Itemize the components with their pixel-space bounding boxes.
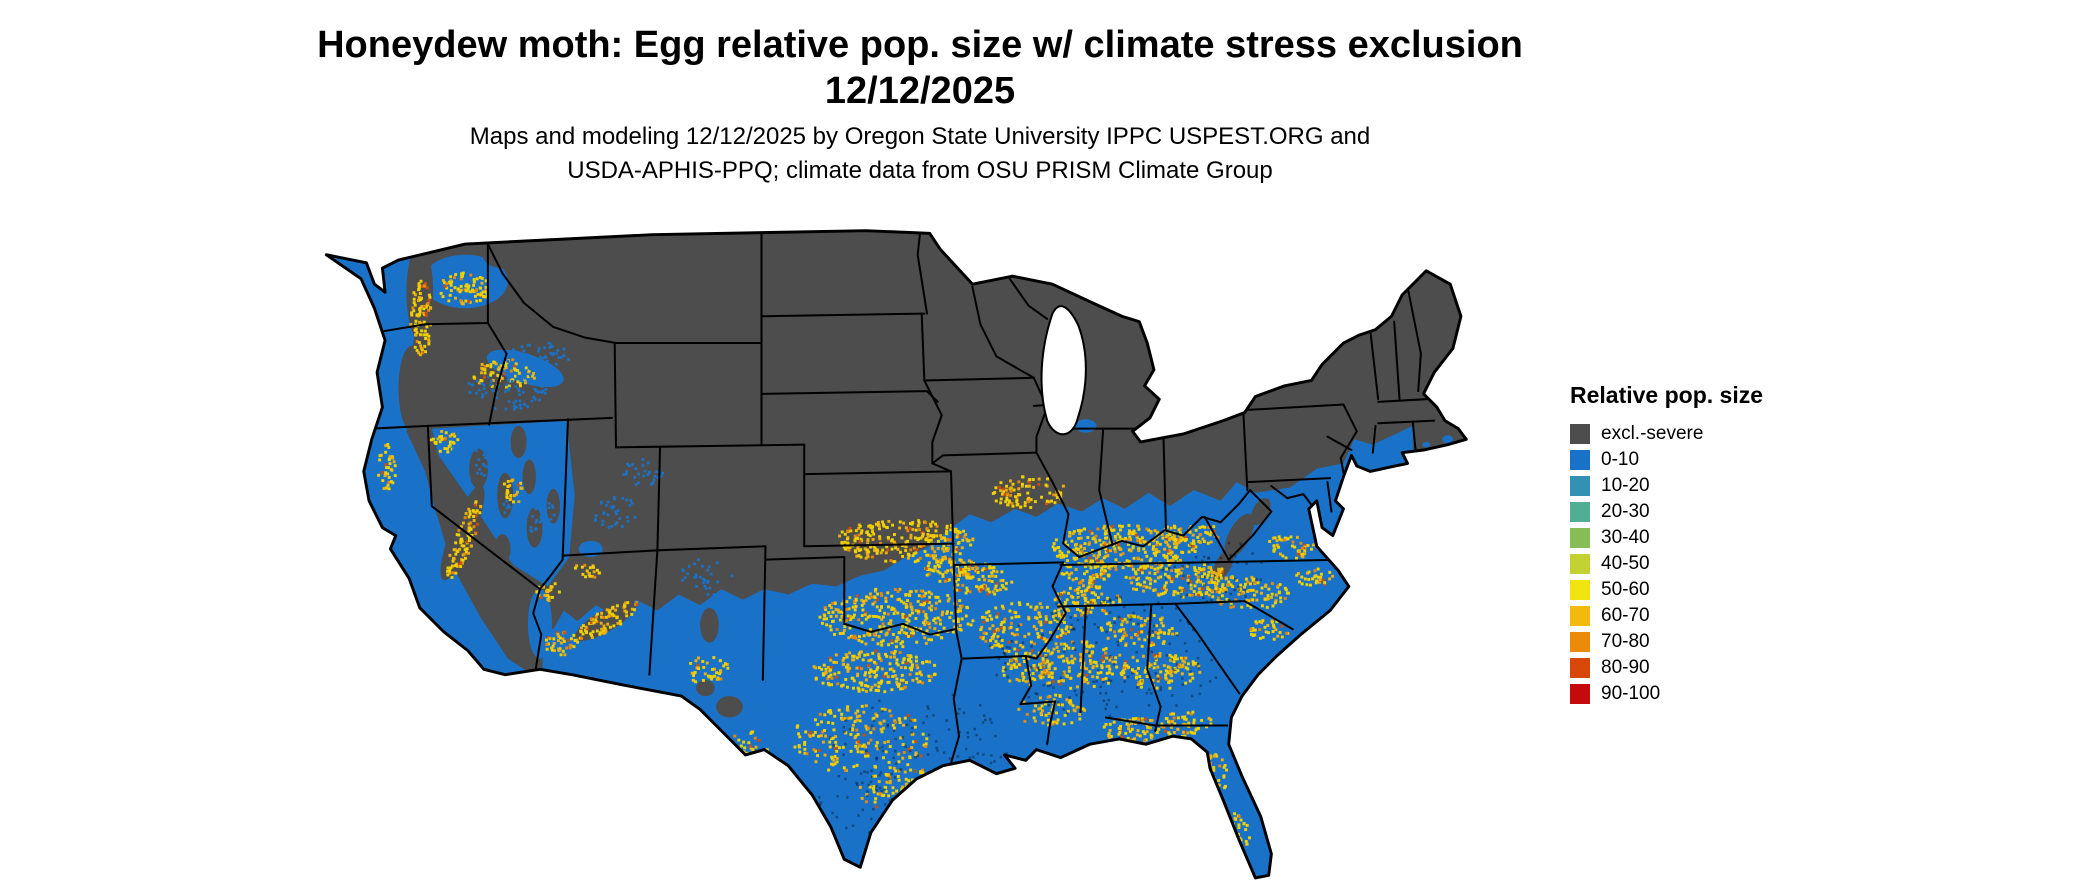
legend-label: 60-70 xyxy=(1601,605,1650,626)
legend-swatch xyxy=(1570,632,1590,652)
legend-item-20-30: 20-30 xyxy=(1570,499,1870,525)
legend-label: 10-20 xyxy=(1601,475,1650,496)
subtitle-line-2: USDA-APHIS-PPQ; climate data from OSU PR… xyxy=(567,156,1273,184)
legend-item-40-50: 40-50 xyxy=(1570,551,1870,577)
map-legend: Relative pop. size excl.-severe 0-10 10-20… xyxy=(1570,382,1870,707)
legend-item-10-20: 10-20 xyxy=(1570,473,1870,499)
legend-item-70-80: 70-80 xyxy=(1570,629,1870,655)
excluded-patches xyxy=(398,241,1271,718)
legend-item-excl.-severe: excl.-severe xyxy=(1570,421,1870,447)
state-borders xyxy=(326,230,1436,764)
legend-label: 30-40 xyxy=(1601,527,1650,548)
us-map-svg xyxy=(324,229,1468,880)
legend-item-60-70: 60-70 xyxy=(1570,603,1870,629)
legend-swatch xyxy=(1570,580,1590,600)
legend-swatch xyxy=(1570,684,1590,704)
legend-swatch xyxy=(1570,450,1590,470)
legend-swatch xyxy=(1570,554,1590,574)
legend-label: 0-10 xyxy=(1601,449,1640,470)
legend-title: Relative pop. size xyxy=(1570,382,1764,408)
legend-items: excl.-severe 0-10 10-20 20-30 30-40 40-50 50-6… xyxy=(1570,421,1870,707)
legend-swatch xyxy=(1570,424,1590,444)
legend-label: 20-30 xyxy=(1601,501,1650,522)
legend-item-90-100: 90-100 xyxy=(1570,681,1870,707)
legend-swatch xyxy=(1570,502,1590,522)
legend-item-80-90: 80-90 xyxy=(1570,655,1870,681)
subtitle-line-1: Maps and modeling 12/12/2025 by Oregon S… xyxy=(469,123,1371,150)
legend-swatch xyxy=(1570,658,1590,678)
legend-label: 90-100 xyxy=(1601,683,1661,704)
legend-label: excl.-severe xyxy=(1601,423,1704,444)
legend-item-0-10: 0-10 xyxy=(1570,447,1870,473)
lake-michigan xyxy=(1040,305,1087,436)
legend-item-30-40: 30-40 xyxy=(1570,525,1870,551)
legend-label: 40-50 xyxy=(1601,553,1650,574)
title-line-2: 12/12/2025 xyxy=(824,70,1016,113)
legend-label: 80-90 xyxy=(1601,657,1650,678)
legend-swatch xyxy=(1570,606,1590,626)
land-outline xyxy=(324,229,1468,880)
page-subtitle: Maps and modeling 12/12/2025 by Oregon S… xyxy=(0,120,1840,187)
legend-label: 70-80 xyxy=(1601,631,1650,652)
us-map xyxy=(305,228,1533,886)
legend-item-50-60: 50-60 xyxy=(1570,577,1870,603)
title-line-1: Honeydew moth: Egg relative pop. size w/… xyxy=(317,24,1523,66)
page-title: Honeydew moth: Egg relative pop. size w/… xyxy=(0,22,1840,115)
legend-swatch xyxy=(1570,528,1590,548)
legend-swatch xyxy=(1570,476,1590,496)
legend-label: 50-60 xyxy=(1601,579,1650,600)
